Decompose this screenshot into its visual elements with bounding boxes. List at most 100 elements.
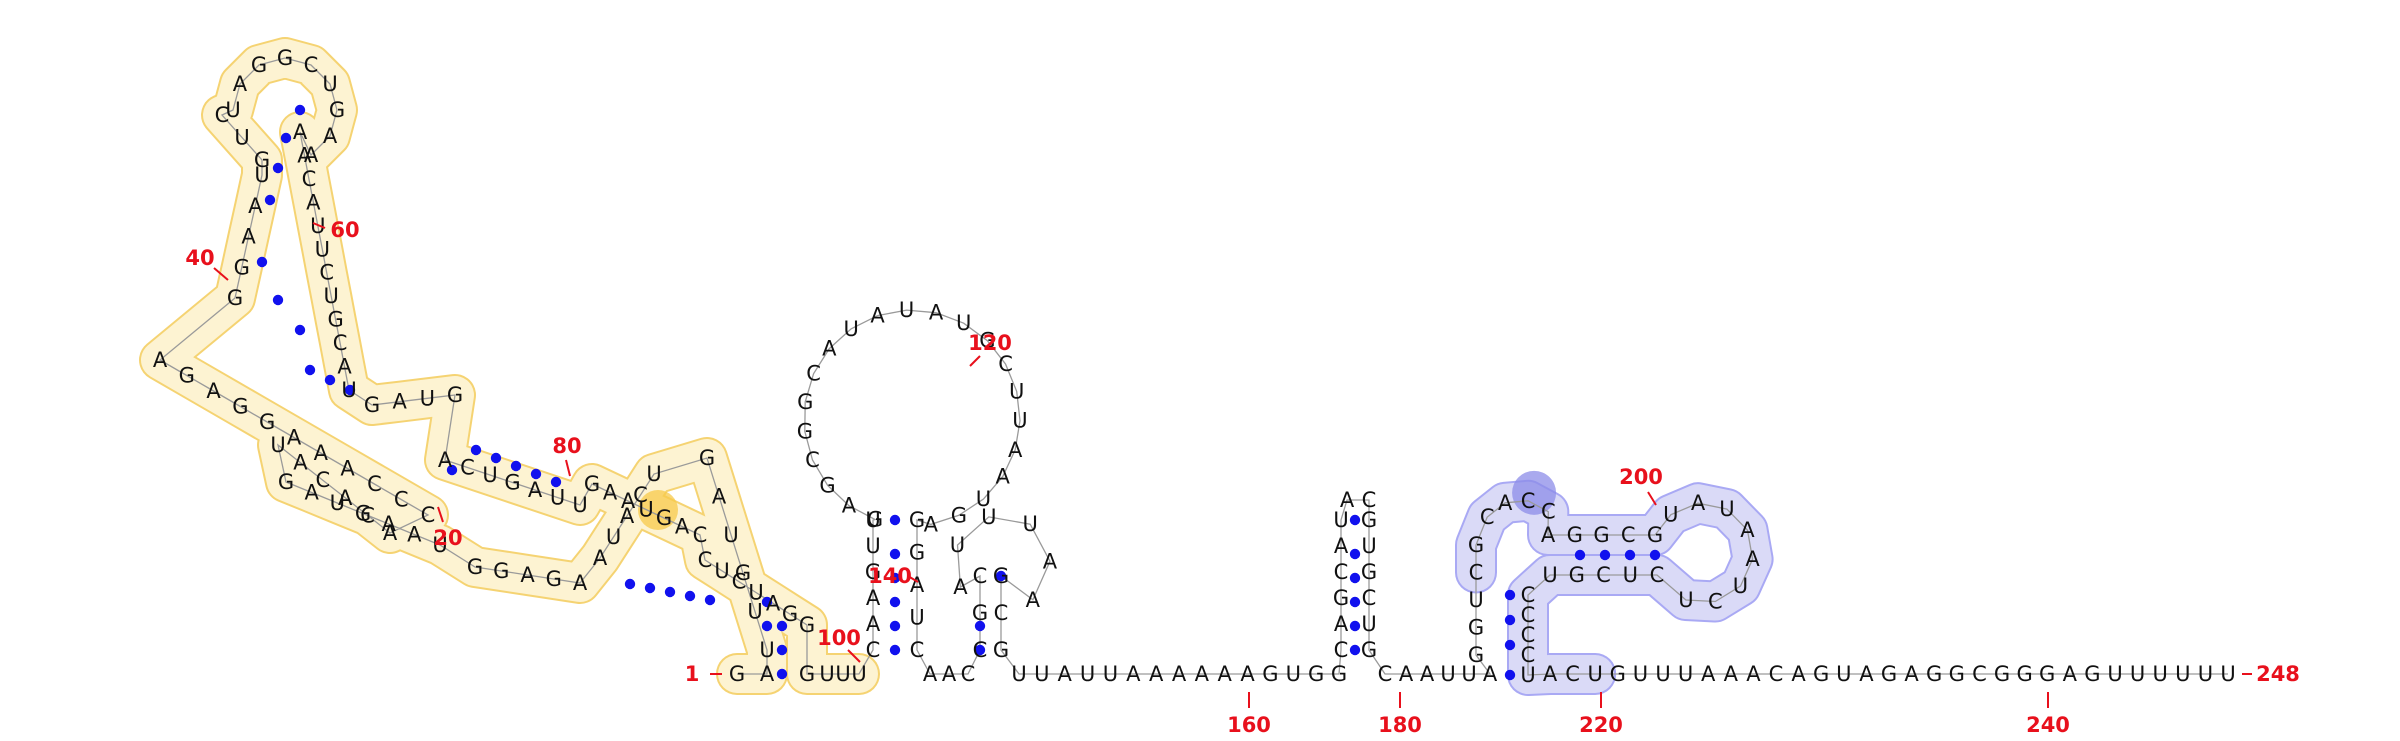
nucleotide: U bbox=[1588, 662, 1603, 686]
nucleotide: U bbox=[482, 463, 497, 487]
nucleotide: A bbox=[297, 143, 312, 167]
base-pair-dot bbox=[490, 452, 502, 464]
nucleotide: A bbox=[842, 494, 857, 518]
nucleotide: A bbox=[314, 441, 329, 465]
nucleotide: U bbox=[950, 533, 965, 557]
nucleotide: C bbox=[806, 362, 821, 386]
nucleotide: A bbox=[383, 521, 398, 545]
nucleotide: U bbox=[1023, 512, 1038, 536]
nucleotide: U bbox=[341, 378, 356, 402]
base-pair-dot bbox=[974, 644, 986, 656]
nucleotide: G bbox=[993, 564, 1009, 588]
nucleotide: C bbox=[1521, 643, 1536, 667]
nucleotide: U bbox=[2130, 662, 2145, 686]
nucleotide: A bbox=[953, 575, 968, 599]
nucleotide: A bbox=[340, 457, 355, 481]
nucleotide: G bbox=[329, 98, 345, 122]
base-pair-dot bbox=[644, 582, 656, 594]
nucleotide: A bbox=[1701, 662, 1716, 686]
nucleotide: U bbox=[1080, 662, 1095, 686]
nucleotide: G bbox=[819, 473, 835, 497]
nucleotide: G bbox=[584, 472, 600, 496]
nucleotide: U bbox=[2198, 662, 2213, 686]
nucleotide: C bbox=[1378, 662, 1393, 686]
nucleotide: G bbox=[546, 567, 562, 591]
base-pair-dot bbox=[995, 570, 1007, 582]
nucleotide: A bbox=[1498, 491, 1513, 515]
nucleotide: G bbox=[2039, 662, 2055, 686]
nucleotide: C bbox=[394, 488, 409, 512]
base-pair-dot bbox=[889, 572, 901, 584]
nucleotide: G bbox=[234, 255, 250, 279]
base-pair-dot bbox=[272, 294, 284, 306]
nucleotide: U bbox=[638, 498, 653, 522]
nucleotide: C bbox=[1972, 662, 1987, 686]
nucleotide: A bbox=[338, 486, 353, 510]
nucleotide: A bbox=[1746, 662, 1761, 686]
nucleotide: G bbox=[227, 286, 243, 310]
nucleotide: G bbox=[699, 446, 715, 470]
nucleotide: C bbox=[1621, 523, 1636, 547]
position-number: 240 bbox=[2026, 713, 2070, 736]
nucleotide: G bbox=[1308, 662, 1324, 686]
base-pair-dot bbox=[704, 594, 716, 606]
nucleotide: G bbox=[1610, 662, 1626, 686]
nucleotide: C bbox=[1362, 586, 1377, 610]
nucleotide: A bbox=[929, 301, 944, 325]
nucleotide: G bbox=[909, 541, 925, 565]
nucleotide: U bbox=[1678, 588, 1693, 612]
nucleotide: G bbox=[1262, 662, 1278, 686]
base-pair-dot bbox=[1574, 549, 1586, 561]
base-pair-dot bbox=[776, 620, 788, 632]
nucleotide: U bbox=[843, 317, 858, 341]
base-pair-dot bbox=[1504, 639, 1516, 651]
nucleotide: C bbox=[1708, 589, 1723, 613]
base-pair-dot bbox=[664, 586, 676, 598]
nucleotide: U bbox=[234, 126, 249, 150]
base-pair-dot bbox=[1349, 596, 1361, 608]
nucleotide: G bbox=[797, 390, 813, 414]
nucleotide: A bbox=[866, 612, 881, 636]
nucleotide: G bbox=[979, 329, 995, 353]
nucleotide: A bbox=[241, 225, 256, 249]
base-pair-dot bbox=[550, 476, 562, 488]
nucleotide: A bbox=[822, 337, 837, 361]
nucleotide: C bbox=[732, 570, 747, 594]
nucleotide: U bbox=[714, 559, 729, 583]
nucleotide: C bbox=[1521, 583, 1536, 607]
nucleotide: U bbox=[225, 98, 240, 122]
nucleotide: U bbox=[851, 662, 866, 686]
base-pairs bbox=[256, 104, 1661, 681]
base-pair-dot bbox=[294, 104, 306, 116]
nucleotide: G bbox=[1468, 533, 1484, 557]
nucleotide: C bbox=[460, 456, 475, 480]
nucleotide: A bbox=[153, 348, 168, 372]
nucleotide: A bbox=[1008, 438, 1023, 462]
nucleotide: A bbox=[1483, 662, 1498, 686]
nucleotide: C bbox=[698, 548, 713, 572]
nucleotide: G bbox=[782, 602, 798, 626]
nucleotide: U bbox=[1468, 588, 1483, 612]
number-tick bbox=[213, 267, 229, 281]
nucleotide: A bbox=[712, 484, 727, 508]
nucleotide: G bbox=[799, 613, 815, 637]
nucleotide: A bbox=[675, 515, 690, 539]
nucleotide: G bbox=[1468, 643, 1484, 667]
nucleotide: G bbox=[729, 662, 745, 686]
nucleotide: C bbox=[994, 601, 1009, 625]
nucleotide: G bbox=[1567, 523, 1583, 547]
base-pair-dot bbox=[280, 132, 292, 144]
base-pair-dot bbox=[1349, 548, 1361, 560]
number-tick bbox=[1647, 491, 1657, 506]
nucleotide: A bbox=[1340, 488, 1355, 512]
base-pair-dot bbox=[470, 444, 482, 456]
nucleotide: A bbox=[760, 662, 775, 686]
nucleotide: C bbox=[1521, 603, 1536, 627]
position-number: 140 bbox=[868, 564, 912, 588]
domain-b-accent bbox=[1512, 470, 1557, 515]
base-pair-dot bbox=[624, 578, 636, 590]
nucleotide: C bbox=[360, 503, 375, 527]
nucleotide: U bbox=[323, 284, 338, 308]
nucleotide: C bbox=[367, 472, 382, 496]
base-pair-dot bbox=[889, 548, 901, 560]
